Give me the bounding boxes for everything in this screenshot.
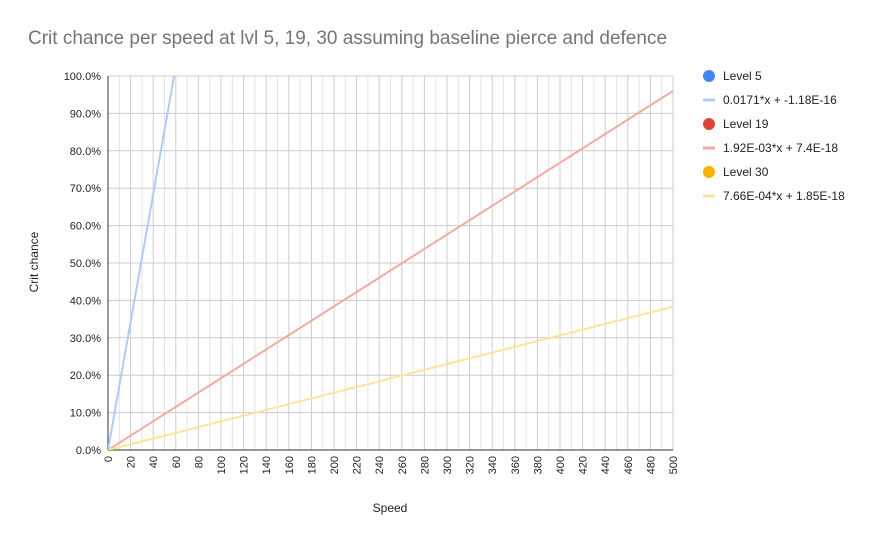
x-axis-title: Speed (373, 501, 408, 515)
x-tick-label: 220 (352, 456, 364, 474)
x-tick-label: 400 (555, 456, 567, 474)
x-tick-label: 320 (465, 456, 477, 474)
x-tick-label: 40 (148, 456, 160, 468)
y-tick-label: 90.0% (70, 108, 101, 120)
x-tick-label: 260 (397, 456, 409, 474)
legend-marker (703, 118, 715, 130)
x-tick-label: 380 (532, 456, 544, 474)
x-tick-label: 420 (578, 456, 590, 474)
y-tick-label: 40.0% (70, 295, 101, 307)
x-tick-label: 480 (645, 456, 657, 474)
chart-title: Crit chance per speed at lvl 5, 19, 30 a… (28, 28, 668, 49)
x-tick-label: 440 (600, 456, 612, 474)
x-tick-label: 200 (329, 456, 341, 474)
y-tick-label: 80.0% (70, 146, 101, 158)
legend-label: Level 30 (723, 165, 769, 179)
y-tick-label: 10.0% (70, 408, 101, 420)
x-tick-label: 300 (442, 456, 454, 474)
x-tick-label: 340 (487, 456, 499, 474)
trendline-3 (108, 305, 673, 450)
x-tick-label: 60 (171, 456, 183, 468)
y-tick-label: 50.0% (70, 258, 101, 270)
x-tick-label: 0 (103, 456, 115, 462)
x-tick-label: 140 (261, 456, 273, 474)
x-tick-label: 460 (623, 456, 635, 474)
x-tick-label: 180 (306, 456, 318, 474)
legend-trendline-label: 7.66E-04*x + 1.85E-18 (723, 189, 845, 203)
legend-label: Level 19 (723, 117, 769, 131)
x-tick-label: 500 (668, 456, 680, 474)
x-tick-label: 360 (510, 456, 522, 474)
legend-trendline-label: 0.0171*x + -1.18E-16 (723, 93, 837, 107)
y-tick-label: 100.0% (64, 71, 102, 83)
y-tick-label: 70.0% (70, 183, 101, 195)
y-tick-label: 60.0% (70, 221, 101, 233)
legend-trendline-label: 1.92E-03*x + 7.4E-18 (723, 141, 838, 155)
y-tick-label: 20.0% (70, 370, 101, 382)
x-tick-label: 20 (126, 456, 138, 468)
x-tick-label: 240 (374, 456, 386, 474)
x-tick-label: 120 (239, 456, 251, 474)
x-tick-label: 100 (216, 456, 228, 474)
legend-marker (703, 166, 715, 178)
legend-label: Level 5 (723, 69, 762, 83)
x-tick-label: 80 (193, 456, 205, 468)
x-tick-label: 160 (284, 456, 296, 474)
y-tick-label: 30.0% (70, 333, 101, 345)
x-tick-label: 280 (419, 456, 431, 474)
y-tick-label: 0.0% (76, 445, 101, 457)
legend-marker (703, 70, 715, 82)
y-axis-title: Crit chance (27, 231, 41, 292)
trendline-2 (108, 90, 673, 450)
